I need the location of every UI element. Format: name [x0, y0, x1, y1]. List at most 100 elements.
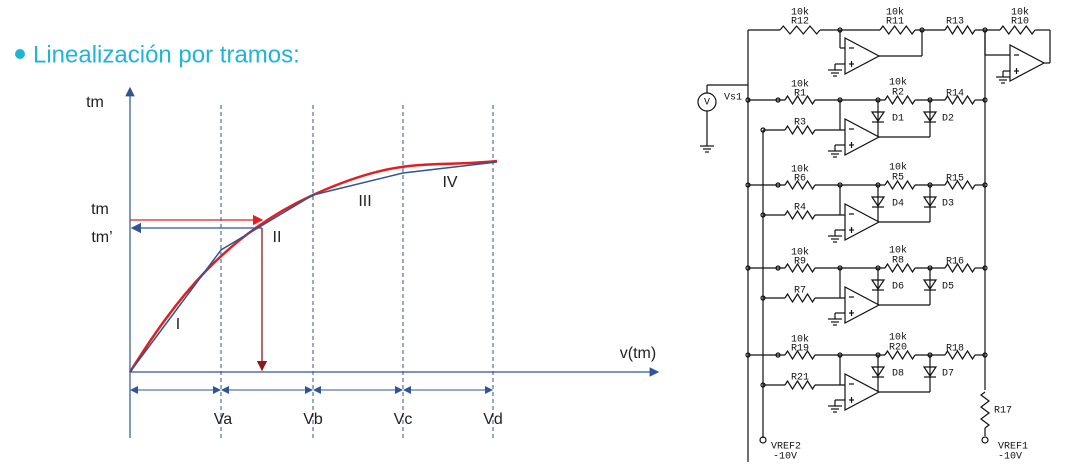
resistor-label: R4 — [794, 203, 806, 214]
diode — [870, 111, 886, 123]
node — [982, 352, 988, 358]
value-label: 10k — [791, 247, 809, 259]
resistor-label: R13 — [946, 17, 964, 28]
resistor-label: R9 — [794, 257, 806, 268]
node — [982, 97, 988, 103]
piecewise-line — [129, 161, 498, 373]
resistor-label: R16 — [946, 257, 964, 268]
resistor — [784, 94, 816, 106]
op-amp — [1009, 44, 1046, 82]
node — [775, 182, 781, 188]
bullet-text: Linealización por tramos: — [33, 41, 300, 68]
segment-label: I — [176, 316, 180, 333]
node — [775, 352, 781, 358]
value-label: 10k — [889, 332, 907, 344]
resistor — [784, 292, 816, 304]
y-label: tm — [86, 94, 104, 111]
node — [745, 97, 751, 103]
resistor — [884, 262, 916, 274]
graph: tm tm tm’ v(tm) I II III IV Va Vb Vc Vd — [86, 86, 660, 440]
node — [745, 352, 751, 358]
value-label: 10k — [889, 162, 907, 174]
tm-label: tm — [91, 201, 109, 218]
diode — [922, 111, 938, 123]
node — [760, 382, 766, 388]
resistor — [999, 24, 1036, 36]
diode-label: D1 — [892, 114, 904, 125]
diode — [922, 279, 938, 291]
value-label: 10k — [791, 334, 809, 346]
resistor-label: R8 — [892, 256, 904, 267]
resistor-label: R20 — [889, 343, 907, 354]
breakpoint-label: Vc — [394, 411, 413, 428]
resistor-label: R11 — [886, 17, 904, 28]
terminal — [981, 436, 989, 444]
node — [775, 97, 781, 103]
node — [745, 265, 751, 271]
value-label: 10k — [791, 164, 809, 176]
resistor-label: R1 — [794, 89, 806, 100]
op-amp — [844, 373, 881, 411]
diode-label: D3 — [942, 199, 954, 210]
diode-label: D2 — [942, 114, 954, 125]
breakpoint-label: Vd — [483, 411, 503, 428]
resistor-label: R15 — [946, 174, 964, 185]
resistor — [784, 349, 816, 361]
diode-label: D4 — [892, 199, 904, 210]
diode — [870, 366, 886, 378]
resistor-label: R7 — [794, 286, 806, 297]
resistor-label: R14 — [946, 89, 964, 100]
segment-label: III — [358, 193, 371, 210]
op-amp — [844, 203, 881, 241]
node — [760, 212, 766, 218]
value-label: 10k — [791, 79, 809, 91]
resistor — [884, 94, 916, 106]
resistor — [784, 209, 816, 221]
bullet-dot — [15, 49, 25, 59]
node — [760, 295, 766, 301]
value-label: 10k — [791, 7, 809, 19]
resistor-label: R6 — [794, 174, 806, 185]
node — [745, 182, 751, 188]
diode-label: D5 — [942, 282, 954, 293]
resistor — [884, 349, 916, 361]
resistor — [944, 94, 976, 106]
resistor-label: R5 — [892, 173, 904, 184]
diode-label: D6 — [892, 282, 904, 293]
node — [982, 182, 988, 188]
ref-value: -10V — [998, 452, 1022, 463]
diode — [870, 196, 886, 208]
node — [760, 127, 766, 133]
resistor — [944, 262, 976, 274]
op-amp — [844, 37, 881, 75]
diode — [922, 196, 938, 208]
source-symbol: V — [704, 98, 710, 109]
resistor-label: R2 — [892, 88, 904, 99]
op-amp — [844, 118, 881, 156]
op-amp — [844, 286, 881, 324]
tm-prime-label: tm’ — [91, 229, 112, 246]
resistor — [944, 24, 976, 36]
resistor — [944, 349, 976, 361]
value-label: 10k — [886, 7, 904, 19]
segment-label: IV — [442, 174, 457, 191]
source-label: Vs1 — [724, 93, 742, 104]
diode-label: D7 — [942, 369, 954, 380]
resistor — [980, 391, 990, 429]
value-label: 10k — [889, 77, 907, 89]
resistor-label: R10 — [1011, 17, 1029, 28]
resistor — [784, 379, 816, 391]
diode-label: D8 — [892, 369, 904, 380]
node — [982, 265, 988, 271]
real-curve — [128, 159, 498, 373]
value-label: 10k — [889, 245, 907, 257]
terminal — [759, 436, 767, 444]
resistor — [784, 262, 816, 274]
diode — [870, 279, 886, 291]
ref-label: VREF1 — [998, 442, 1028, 453]
resistor-label: R18 — [946, 344, 964, 355]
resistor-label: R19 — [791, 344, 809, 355]
resistor-label: R21 — [791, 373, 809, 384]
